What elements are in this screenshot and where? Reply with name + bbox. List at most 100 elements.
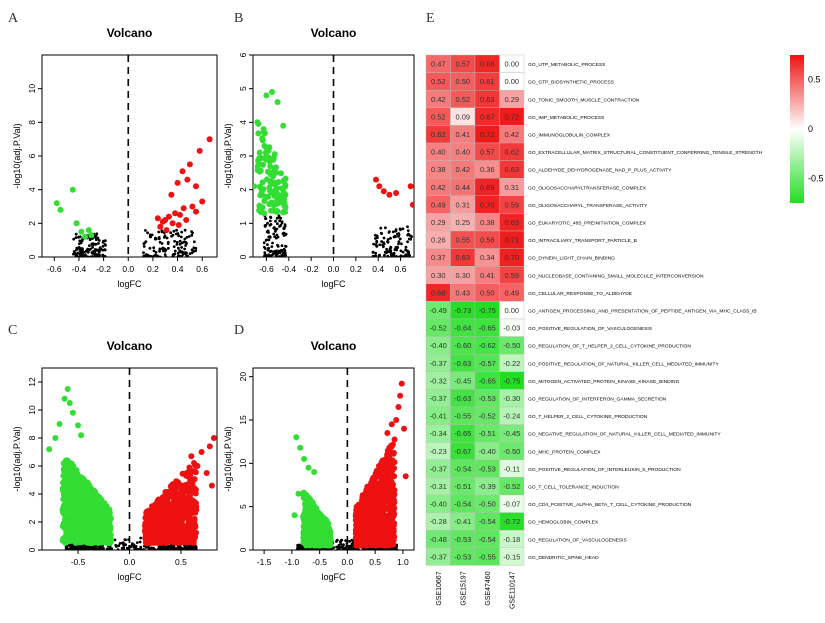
point-down: [280, 178, 287, 185]
point-down: [306, 514, 313, 521]
point-ns: [274, 230, 277, 233]
heatmap-row-label: GO_CD4_POSITIVE_ALPHA_BETA_T_CELL_CYTOKI…: [528, 502, 692, 508]
heatmap-cell-value: 0.49: [504, 288, 519, 297]
point-up: [376, 183, 383, 190]
heatmap-cell-value: 0.50: [455, 77, 470, 86]
point-ns: [80, 255, 84, 257]
point-ns: [284, 245, 288, 248]
point-down: [291, 512, 298, 519]
x-axis-label: logFC: [117, 279, 142, 289]
point-ns: [395, 255, 398, 257]
heatmap-cell-value: 0.72: [480, 130, 495, 139]
point-down: [323, 525, 330, 532]
point-ns: [269, 249, 273, 253]
point-up: [210, 435, 217, 441]
heatmap-cell-value: 0.69: [480, 183, 495, 192]
point-down: [87, 492, 94, 499]
point-ns: [97, 242, 100, 245]
point-up: [371, 542, 377, 549]
point-ns: [178, 242, 182, 246]
y-tick-label: 20: [238, 372, 248, 382]
x-tick-label: -0.6: [47, 264, 62, 274]
points-layer: [53, 136, 213, 257]
point-down: [67, 498, 74, 505]
point-up: [357, 520, 364, 527]
x-tick-label: 0.6: [395, 264, 407, 274]
point-ns: [98, 254, 101, 257]
point-up: [391, 436, 398, 443]
point-up: [383, 520, 390, 527]
heatmap-cell-value: 0.50: [480, 288, 495, 297]
point-ns: [330, 548, 334, 550]
heatmap-cell-value: -0.37: [430, 552, 447, 561]
point-ns: [395, 248, 398, 252]
point-ns: [160, 242, 164, 245]
point-up: [367, 483, 374, 490]
heatmap-cell-value: 0.63: [504, 165, 519, 174]
point-up: [364, 500, 371, 507]
point-ns: [408, 254, 411, 257]
point-ns: [154, 251, 158, 254]
point-ns: [91, 246, 94, 249]
point-ns: [374, 255, 377, 257]
point-ns: [118, 542, 122, 545]
point-up: [169, 482, 176, 488]
point-ns: [149, 255, 153, 257]
y-tick-label: 6: [27, 463, 37, 468]
point-up: [360, 493, 367, 500]
y-tick-label: 2: [27, 221, 37, 226]
point-ns: [95, 248, 99, 252]
point-up: [402, 473, 409, 480]
point-ns: [268, 219, 272, 223]
point-ns: [268, 223, 272, 227]
y-tick-label: 3: [238, 153, 248, 158]
point-ns: [272, 232, 276, 236]
heatmap-row-label: GO_NUCLEOBASE_CONTAINING_SMALL_MOLECULE_…: [528, 273, 704, 279]
point-down: [267, 169, 274, 176]
point-ns: [389, 253, 393, 257]
point-up: [388, 443, 395, 450]
point-down: [280, 192, 287, 199]
point-down: [106, 509, 113, 516]
heatmap-row-label: GO_ANTIGEN_PROCESSING_AND_PRESENTATION_O…: [528, 309, 757, 315]
point-down: [300, 513, 306, 520]
x-tick-label: -0.2: [304, 264, 319, 274]
point-ns: [284, 233, 287, 237]
point-ns: [101, 546, 105, 550]
point-up: [353, 503, 360, 510]
point-down: [267, 178, 274, 185]
point-up: [183, 472, 190, 479]
point-ns: [385, 251, 388, 255]
point-ns: [380, 240, 383, 243]
point-down: [295, 490, 302, 497]
heatmap-cell-value: -0.51: [454, 482, 471, 491]
point-ns: [93, 252, 96, 256]
point-ns: [163, 253, 167, 256]
heatmap-cell-value: -0.40: [430, 341, 447, 350]
heatmap-cell-value: -0.31: [430, 482, 447, 491]
point-down: [317, 541, 324, 548]
y-tick-label: 0: [27, 254, 37, 259]
point-down: [270, 154, 277, 161]
heatmap-cell-value: -0.75: [503, 376, 520, 385]
heatmap-cell-value: 0.42: [455, 165, 470, 174]
point-ns: [174, 232, 178, 236]
x-tick-label: 0.5: [369, 557, 381, 567]
point-ns: [180, 230, 184, 234]
heatmap-cell-value: -0.28: [430, 517, 447, 526]
point-up: [372, 534, 379, 541]
point-up: [208, 482, 215, 489]
point-down: [104, 519, 111, 526]
point-ns: [94, 242, 98, 246]
point-down: [308, 540, 315, 547]
point-ns: [192, 246, 196, 250]
point-ns: [144, 229, 147, 232]
point-ns: [184, 244, 188, 247]
heatmap-cell-value: 0.63: [455, 253, 470, 262]
heatmap-cell-value: -0.39: [479, 482, 496, 491]
point-up: [387, 458, 394, 465]
point-ns: [407, 232, 410, 236]
point-up: [142, 535, 149, 542]
point-down: [282, 183, 289, 190]
point-up: [365, 517, 372, 524]
